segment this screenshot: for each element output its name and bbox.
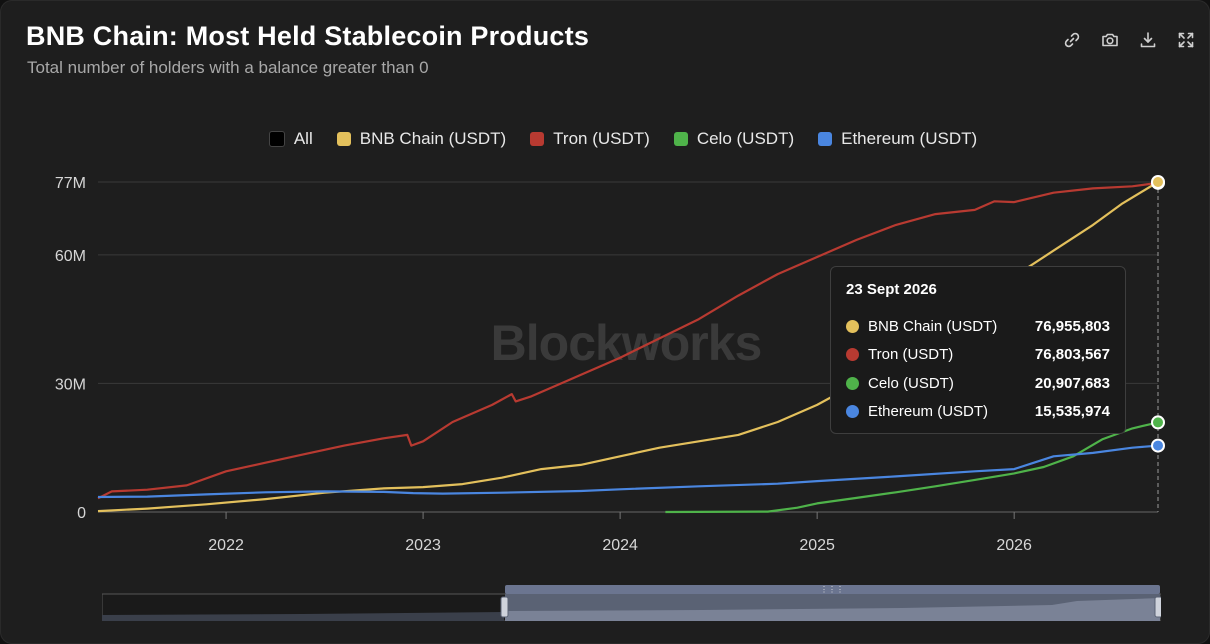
tooltip-value: 76,803,567 bbox=[1034, 346, 1110, 364]
fullscreen-icon[interactable] bbox=[1176, 30, 1196, 50]
legend-label: BNB Chain (USDT) bbox=[359, 129, 507, 148]
legend-item-all[interactable]: All bbox=[268, 129, 313, 149]
x-tick-label: 2025 bbox=[799, 537, 835, 554]
navigator-preview-left bbox=[102, 612, 504, 621]
legend-swatch bbox=[673, 132, 688, 146]
tooltip-row-celo: Celo (USDT) 20,907,683 bbox=[846, 369, 1110, 398]
legend-label: All bbox=[293, 129, 313, 148]
legend-swatch bbox=[336, 132, 351, 146]
x-tick-label: 2024 bbox=[602, 537, 638, 554]
tooltip-series-name: Celo (USDT) bbox=[868, 374, 954, 392]
tooltip-value: 15,535,974 bbox=[1034, 403, 1110, 421]
x-tick-label: 2022 bbox=[208, 537, 244, 554]
tooltip-value: 20,907,683 bbox=[1034, 374, 1110, 392]
tooltip-dot bbox=[846, 319, 859, 333]
tooltip-series-name: Tron (USDT) bbox=[868, 346, 954, 364]
link-icon[interactable] bbox=[1062, 30, 1082, 50]
navigator-handle-right[interactable] bbox=[1154, 596, 1161, 618]
legend-item-bnb-chain[interactable]: BNB Chain (USDT) bbox=[336, 129, 507, 149]
series-line[interactable] bbox=[97, 181, 1159, 500]
legend-item-celo[interactable]: Celo (USDT) bbox=[673, 129, 795, 149]
y-tick-label: 60M bbox=[55, 248, 86, 265]
series-line[interactable] bbox=[665, 421, 1159, 514]
series-line[interactable] bbox=[97, 444, 1159, 499]
y-tick-label: 77M bbox=[55, 175, 86, 192]
chart-subtitle: Total number of holders with a balance g… bbox=[27, 58, 429, 77]
hover-tooltip: 23 Sept 2026 BNB Chain (USDT) 76,955,803… bbox=[830, 266, 1126, 434]
y-tick-label: 30M bbox=[55, 376, 86, 393]
x-axis: 2022 2023 2024 2025 2026 bbox=[208, 512, 1032, 554]
tooltip-row-ethereum: Ethereum (USDT) 15,535,974 bbox=[846, 398, 1110, 427]
camera-icon[interactable] bbox=[1100, 30, 1120, 50]
chart-title: BNB Chain: Most Held Stablecoin Products bbox=[26, 21, 590, 51]
x-tick-label: 2023 bbox=[405, 537, 441, 554]
tooltip-date: 23 Sept 2026 bbox=[846, 281, 937, 298]
chart-toolbar bbox=[1062, 30, 1196, 50]
legend-label: Ethereum (USDT) bbox=[841, 129, 978, 148]
hover-point bbox=[1151, 438, 1165, 453]
hover-point bbox=[1151, 415, 1165, 430]
legend-item-tron[interactable]: Tron (USDT) bbox=[530, 129, 650, 149]
legend-label: Tron (USDT) bbox=[553, 129, 650, 148]
download-icon[interactable] bbox=[1138, 30, 1158, 50]
range-navigator[interactable]: ⋮⋮⋮ bbox=[102, 585, 1161, 621]
navigator-preview-selected bbox=[505, 598, 1160, 621]
tooltip-dot bbox=[846, 376, 859, 390]
watermark: Blockworks bbox=[491, 315, 762, 371]
scrollbar-grip-icon: ⋮⋮⋮ bbox=[820, 585, 844, 594]
tooltip-row-tron: Tron (USDT) 76,803,567 bbox=[846, 341, 1110, 370]
y-axis: 0 30M 60M 77M bbox=[55, 175, 86, 522]
hover-markers bbox=[1151, 175, 1165, 453]
tooltip-dot bbox=[846, 405, 859, 419]
tooltip-series-name: Ethereum (USDT) bbox=[868, 403, 989, 421]
tooltip-dot bbox=[846, 348, 859, 362]
legend-swatch bbox=[818, 132, 833, 146]
tooltip-row-bnb-chain: BNB Chain (USDT) 76,955,803 bbox=[846, 312, 1110, 341]
legend-swatch bbox=[530, 132, 545, 146]
tooltip-series-name: BNB Chain (USDT) bbox=[868, 317, 998, 335]
navigator-handle-left[interactable] bbox=[500, 596, 509, 618]
chart-legend: All BNB Chain (USDT) Tron (USDT) Celo (U… bbox=[0, 129, 1210, 149]
legend-label: Celo (USDT) bbox=[696, 129, 795, 148]
hover-point bbox=[1151, 175, 1165, 189]
navigator-scrollbar[interactable] bbox=[505, 585, 1160, 594]
x-tick-label: 2026 bbox=[996, 537, 1032, 554]
legend-swatch bbox=[268, 131, 285, 147]
legend-item-ethereum[interactable]: Ethereum (USDT) bbox=[818, 129, 977, 149]
tooltip-value: 76,955,803 bbox=[1034, 317, 1110, 335]
y-tick-label: 0 bbox=[77, 505, 86, 522]
